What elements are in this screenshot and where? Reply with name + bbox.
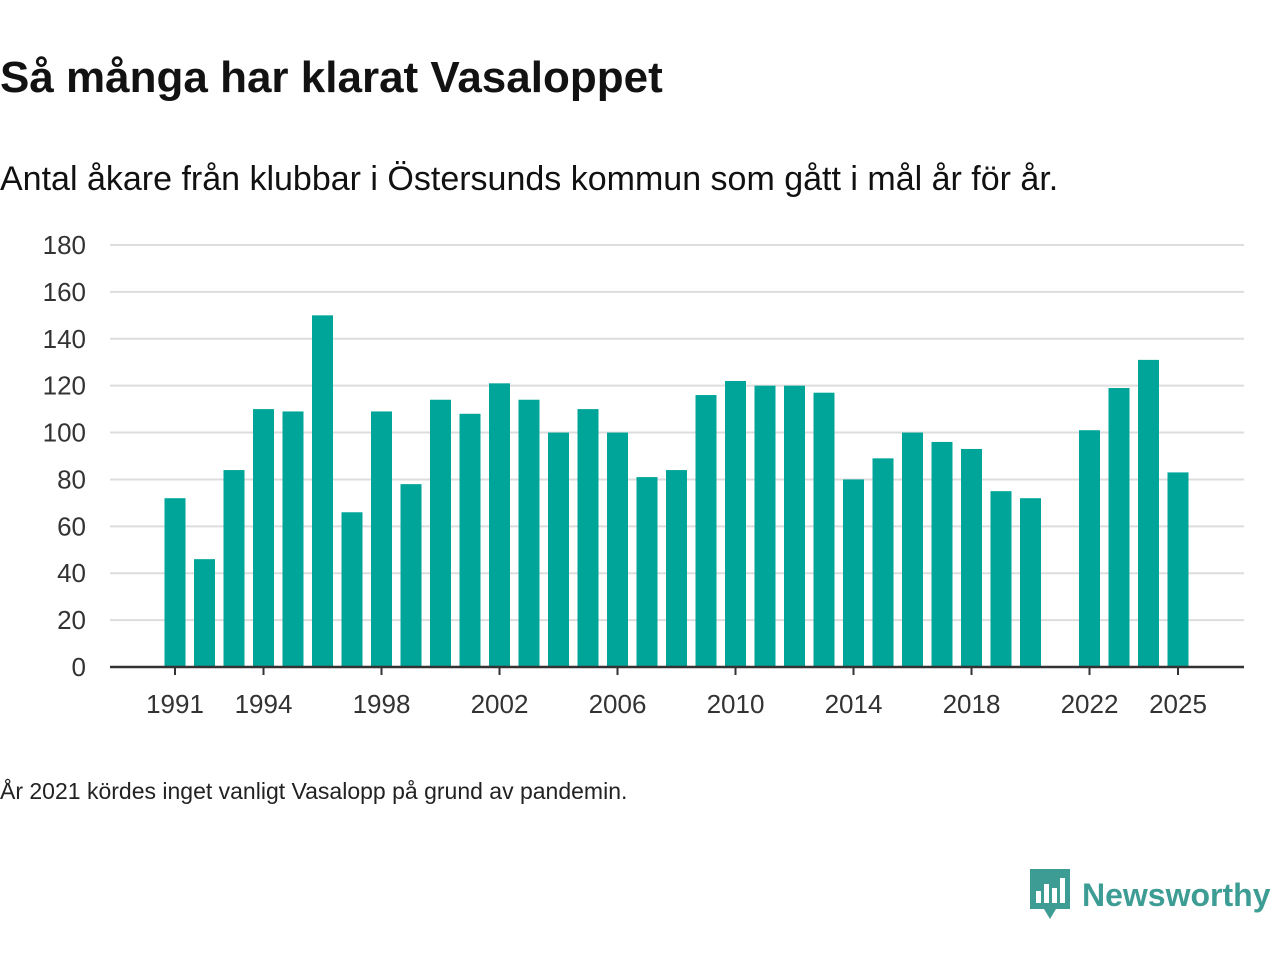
- x-tick-label: 1991: [146, 689, 204, 719]
- x-tick-label: 2018: [943, 689, 1001, 719]
- x-tick-label: 2022: [1061, 689, 1119, 719]
- bar-2007: 2007: 81: [636, 477, 658, 667]
- bar-1991: 1991: 72: [164, 498, 186, 667]
- x-tick-label: 2025: [1149, 689, 1207, 719]
- bar-2019: 2019: 75: [990, 491, 1012, 667]
- bar-2016: 2016: 100: [902, 432, 923, 667]
- bar-2017: 2017: 96: [931, 441, 953, 667]
- bar-2001: 2001: 108: [459, 413, 481, 667]
- bar-2004: 2004: 100: [548, 432, 569, 667]
- bar-2018: 2018: 93: [961, 448, 982, 667]
- bar-2014: 2014: 80: [843, 479, 864, 667]
- bar-2023: 2023: 119: [1108, 388, 1130, 667]
- chart-title: Så många har klarat Vasaloppet: [0, 53, 663, 102]
- bar-1997: 1997: 66: [341, 512, 363, 667]
- footnote: År 2021 kördes inget vanligt Vasalopp på…: [0, 778, 628, 804]
- bar-2003: 2003: 114: [518, 399, 540, 667]
- bar-2006: 2006: 100: [607, 432, 628, 667]
- bar-1999: 1999: 78: [400, 484, 422, 667]
- bar-2015: 2015: 89: [872, 458, 894, 667]
- y-tick-label: 60: [57, 511, 86, 541]
- newsworthy-logo[interactable]: Newsworthy: [1030, 868, 1270, 922]
- brand-name: Newsworthy: [1082, 876, 1271, 913]
- bar-1992: 1992: 46: [194, 559, 215, 667]
- bar-2008: 2008: 84: [666, 470, 687, 667]
- x-tick-label: 2006: [589, 689, 647, 719]
- bar-2005: 2005: 110: [577, 409, 599, 667]
- y-axis-tick-labels: 0 20 40 60 80 100 120 140 160 180: [43, 230, 86, 682]
- y-tick-label: 100: [43, 418, 86, 448]
- bars: 1991: 72 1992: 46 1993: 84 1994: 110 1995: 1…: [164, 315, 1189, 667]
- bar-2025: 2025: 83: [1167, 472, 1189, 667]
- y-tick-label: 120: [43, 371, 86, 401]
- bar-1995: 1995: 109: [282, 411, 304, 667]
- y-tick-label: 140: [43, 324, 86, 354]
- x-tick-label: 2014: [825, 689, 883, 719]
- bar-2002: 2002: 121: [489, 383, 510, 667]
- y-tick-label: 40: [57, 558, 86, 588]
- x-tick-label: 2002: [471, 689, 529, 719]
- chart-subtitle: Antal åkare från klubbar i Östersunds ko…: [0, 160, 1059, 198]
- bar-1993: 1993: 84: [223, 470, 245, 667]
- y-tick-label: 80: [57, 464, 86, 494]
- newsworthy-chart-bubble-icon: [1030, 869, 1070, 919]
- y-tick-label: 0: [72, 652, 86, 682]
- x-axis-ticks: 1991 1994 1998 2002 2006 2010 2014 2018 2022 2025: [146, 667, 1207, 719]
- bar-2024: 2024: 131: [1138, 359, 1159, 667]
- bar-2009: 2009: 116: [695, 395, 717, 667]
- bar-2020: 2020: 72: [1020, 498, 1041, 667]
- bar-2013: 2013: 117: [813, 392, 835, 667]
- bar-2010: 2010: 122: [725, 380, 746, 667]
- bar-chart: 0 20 40 60 80 100 120 140 160 180 1991: 72 1992: 4…: [43, 230, 1244, 719]
- y-tick-label: 180: [43, 230, 86, 260]
- bar-2000: 2000: 114: [430, 399, 451, 667]
- bar-2011: 2011: 120: [754, 385, 776, 667]
- x-tick-label: 2010: [707, 689, 765, 719]
- x-tick-label: 1994: [235, 689, 293, 719]
- bar-1996: 1996: 150: [312, 315, 333, 667]
- x-tick-label: 1998: [353, 689, 411, 719]
- y-tick-label: 160: [43, 277, 86, 307]
- bar-1994: 1994: 110: [253, 409, 274, 667]
- bar-2012: 2012: 120: [784, 385, 805, 667]
- bar-1998: 1998: 109: [371, 411, 392, 667]
- bar-2022: 2022: 101: [1079, 430, 1100, 667]
- y-tick-label: 20: [57, 605, 86, 635]
